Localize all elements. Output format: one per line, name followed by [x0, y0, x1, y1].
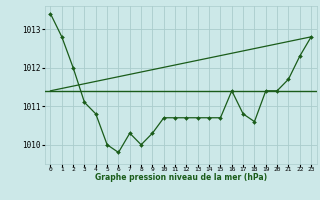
X-axis label: Graphe pression niveau de la mer (hPa): Graphe pression niveau de la mer (hPa) — [95, 173, 267, 182]
